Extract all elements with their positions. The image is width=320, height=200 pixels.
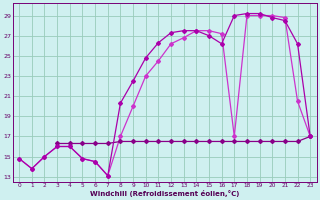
X-axis label: Windchill (Refroidissement éolien,°C): Windchill (Refroidissement éolien,°C)	[90, 190, 239, 197]
